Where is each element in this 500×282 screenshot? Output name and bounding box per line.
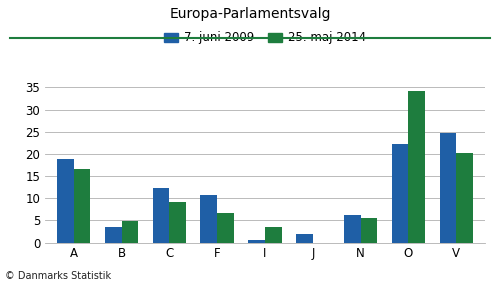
Bar [408,91,425,243]
Bar [248,240,265,243]
Text: © Danmarks Statistik: © Danmarks Statistik [5,271,111,281]
Bar [74,169,90,243]
Bar [170,202,186,243]
Text: Europa-Parlamentsvalg: Europa-Parlamentsvalg [169,7,331,21]
Bar [392,144,408,243]
Bar [57,159,74,243]
Bar [440,133,456,243]
Bar [152,188,170,243]
Bar [360,218,378,243]
Bar [217,213,234,243]
Bar [456,153,473,243]
Bar [105,228,122,243]
Legend: 7. juni 2009, 25. maj 2014: 7. juni 2009, 25. maj 2014 [159,27,371,49]
Bar [122,221,138,243]
Bar [265,227,281,243]
Bar [344,215,360,243]
Bar [296,234,313,243]
Bar [200,195,217,243]
